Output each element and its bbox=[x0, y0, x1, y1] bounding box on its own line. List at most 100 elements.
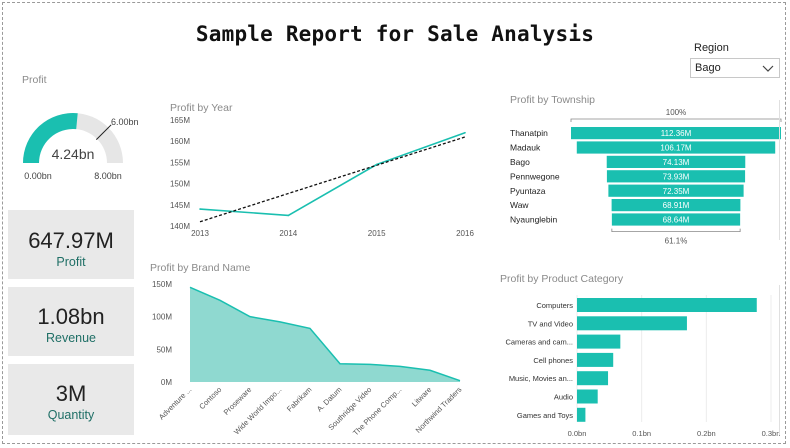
funnel-bar-label: 106.17M bbox=[660, 144, 691, 153]
y-tick-label: 145M bbox=[170, 201, 190, 210]
profit-by-year-chart[interactable]: 140M 145M 150M 155M 160M 165M 2013 2014 2015 2016 bbox=[150, 112, 480, 242]
funnel-bar bbox=[611, 199, 741, 212]
funnel-bar-label: 74.13M bbox=[663, 158, 690, 167]
chevron-down-icon bbox=[762, 65, 774, 72]
region-label: Region bbox=[694, 42, 729, 54]
profit-card-label: Profit bbox=[56, 255, 86, 269]
data-point bbox=[287, 214, 290, 217]
profit-by-township-chart[interactable]: 100% 112.36M Thanatpin 106.17M Madauk 74.13M B… bbox=[500, 104, 785, 249]
scrollbar-track bbox=[779, 100, 780, 240]
year-chart-title: Profit by Year bbox=[170, 102, 233, 114]
funnel-bar-label: 68.91M bbox=[663, 201, 690, 210]
profit-card[interactable]: 647.97M Profit bbox=[8, 210, 134, 279]
funnel-bar-label: 73.93M bbox=[663, 172, 690, 181]
category-bar bbox=[577, 371, 609, 386]
funnel-bar bbox=[606, 155, 746, 168]
funnel-category-label: Pyuntaza bbox=[510, 186, 546, 196]
gauge-min-label: 0.00bn bbox=[24, 171, 52, 181]
trend-line bbox=[199, 136, 466, 223]
revenue-card[interactable]: 1.08bn Revenue bbox=[8, 287, 134, 356]
profit-area bbox=[190, 287, 460, 382]
funnel-bar bbox=[571, 127, 781, 140]
funnel-category-label: Madauk bbox=[510, 143, 541, 153]
x-tick-label: 0.1bn bbox=[632, 429, 651, 438]
x-tick-label: 0.0bn bbox=[568, 429, 587, 438]
category-label: Audio bbox=[554, 393, 573, 402]
x-tick-label: Contoso bbox=[197, 385, 223, 411]
category-bar bbox=[577, 407, 586, 422]
region-dropdown[interactable]: Bago bbox=[690, 58, 780, 78]
funnel-category-label: Waw bbox=[510, 200, 529, 210]
funnel-bottom-bracket bbox=[611, 228, 741, 232]
y-tick-label: 160M bbox=[170, 137, 190, 146]
report-frame bbox=[2, 2, 786, 444]
funnel-top-label: 100% bbox=[666, 108, 686, 117]
profit-card-value: 647.97M bbox=[28, 228, 114, 253]
category-bar bbox=[577, 316, 687, 331]
x-tick-label: 0.3bn bbox=[762, 429, 781, 438]
y-tick-label: 100M bbox=[152, 313, 172, 322]
data-point bbox=[199, 208, 201, 210]
x-tick-label: A. Datum bbox=[315, 385, 343, 413]
x-tick-label: Proseware bbox=[222, 385, 254, 417]
funnel-bar-label: 72.35M bbox=[663, 187, 690, 196]
category-bar bbox=[577, 298, 757, 312]
funnel-bar bbox=[576, 141, 776, 154]
y-tick-label: 50M bbox=[156, 345, 172, 354]
gauge-target-label: 6.00bn bbox=[111, 117, 139, 127]
x-tick-label: 2016 bbox=[456, 229, 474, 238]
category-chart-title: Profit by Product Category bbox=[500, 273, 624, 285]
x-tick-label: 2014 bbox=[279, 229, 297, 238]
funnel-category-label: Nyaunglebin bbox=[510, 215, 558, 225]
quantity-card-label: Quantity bbox=[47, 408, 95, 422]
funnel-bar bbox=[606, 170, 746, 183]
data-point bbox=[464, 131, 466, 134]
quantity-card[interactable]: 3M Quantity bbox=[8, 364, 134, 435]
x-tick-label: 0.2bn bbox=[697, 429, 716, 438]
gauge-max-label: 8.00bn bbox=[94, 171, 122, 181]
funnel-category-label: Pennwegone bbox=[510, 171, 560, 181]
profit-gauge[interactable]: 4.24bn 0.00bn 8.00bn 6.00bn bbox=[10, 96, 140, 191]
quantity-card-value: 3M bbox=[55, 381, 87, 406]
y-tick-label: 150M bbox=[152, 280, 172, 289]
data-point bbox=[375, 163, 378, 166]
scrollbar-track bbox=[779, 285, 780, 435]
township-chart-title: Profit by Township bbox=[510, 94, 596, 106]
category-label: Music, Movies an... bbox=[509, 374, 573, 383]
y-tick-label: 150M bbox=[170, 180, 190, 189]
y-tick-label: 165M bbox=[170, 116, 190, 125]
gauge-target-marker bbox=[95, 124, 112, 141]
category-bar bbox=[577, 334, 621, 349]
y-tick-label: 140M bbox=[170, 222, 190, 231]
x-tick-label: 2013 bbox=[191, 229, 209, 238]
category-bar bbox=[577, 389, 598, 404]
category-bar bbox=[577, 352, 614, 367]
region-value: Bago bbox=[695, 62, 721, 74]
x-tick-label: 2015 bbox=[368, 229, 386, 238]
x-tick-label: Adventure ... bbox=[157, 385, 193, 421]
funnel-top-bracket bbox=[570, 118, 782, 122]
profit-by-brand-chart[interactable]: 0M 50M 100M 150M Adventure ... ContosoProsewa… bbox=[140, 274, 480, 444]
funnel-bar bbox=[608, 184, 744, 197]
y-tick-label: 0M bbox=[161, 378, 172, 387]
funnel-bar-label: 68.64M bbox=[663, 216, 690, 225]
category-label: Games and Toys bbox=[517, 411, 573, 420]
category-label: TV and Video bbox=[528, 319, 573, 328]
revenue-card-label: Revenue bbox=[45, 331, 97, 345]
x-tick-label: Fabrikam bbox=[285, 385, 313, 413]
revenue-card-value: 1.08bn bbox=[37, 304, 105, 329]
funnel-category-label: Thanatpin bbox=[510, 128, 548, 138]
brand-chart-title: Profit by Brand Name bbox=[150, 262, 251, 274]
profit-by-category-chart[interactable]: 0.0bn 0.1bn 0.2bn 0.3bn Computers TV and Vide… bbox=[490, 285, 786, 440]
y-tick-label: 155M bbox=[170, 158, 190, 167]
profit-area-line bbox=[189, 286, 461, 382]
gauge-value-label: 4.24bn bbox=[52, 146, 95, 162]
x-tick-label: Litware bbox=[410, 385, 433, 408]
category-label: Cameras and cam... bbox=[505, 338, 573, 347]
gauge-title: Profit bbox=[22, 74, 47, 86]
profit-line bbox=[199, 131, 466, 217]
funnel-bar bbox=[611, 213, 741, 226]
gauge-value-arc bbox=[23, 112, 78, 163]
funnel-category-label: Bago bbox=[510, 157, 530, 167]
funnel-bottom-label: 61.1% bbox=[665, 237, 688, 246]
